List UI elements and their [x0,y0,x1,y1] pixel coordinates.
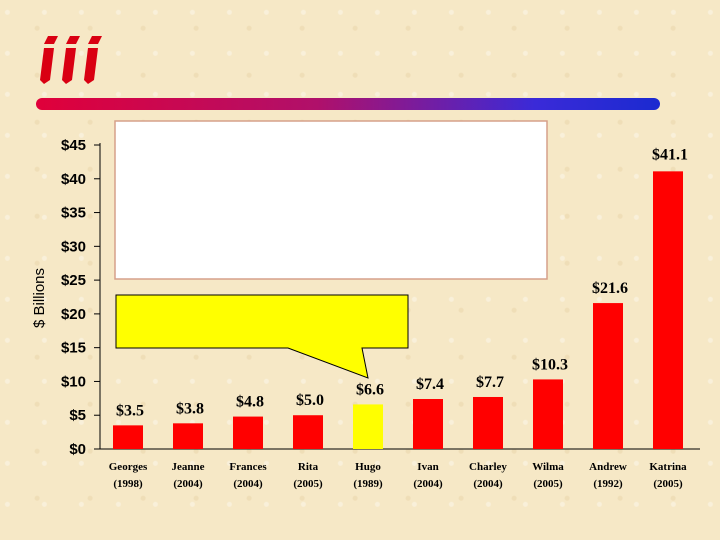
category-label: Charley [469,461,507,473]
y-tick-label: $40 [61,171,86,188]
category-year-label: (1998) [113,478,143,490]
category-label: Rita [298,461,319,473]
bars-group [113,171,683,449]
category-label: Georges [109,461,148,473]
bar [533,379,563,449]
category-year-label: (2005) [653,478,683,490]
category-year-label: (2005) [293,478,323,490]
data-label: $21.6 [592,280,628,297]
data-label: $4.8 [236,394,264,411]
category-year-label: (2004) [413,478,443,490]
bar [293,415,323,449]
y-tick-label: $25 [61,272,86,289]
y-axis-ticks: $0 $5 $10 $15 $20 $25 $30 $35 $40 $45 [61,137,100,458]
data-label: $7.7 [476,374,504,391]
category-label: Jeanne [172,461,205,473]
title-divider-bar [36,98,660,110]
data-label: $7.4 [416,376,444,393]
data-label: $5.0 [296,392,324,409]
data-label: $41.1 [652,146,688,163]
callout-box [115,294,409,379]
y-tick-label: $45 [61,137,86,154]
category-year-label: (2005) [533,478,563,490]
category-label: Ivan [417,461,438,473]
data-label: $3.8 [176,400,204,417]
category-label: Hugo [355,461,381,473]
x-axis-labels: Georges (1998) Jeanne (2004) Frances (2004) Ri… [109,461,687,490]
category-label: Katrina [649,461,687,473]
category-year-label: (2004) [173,478,203,490]
y-tick-label: $10 [61,373,86,390]
y-axis-title: $ Billions [31,268,48,328]
data-labels-group: $3.5 $3.8 $4.8 $5.0 $6.6 $7.4 $7.7 $10.3 $21.6 $4… [116,146,688,419]
data-label: $10.3 [532,356,568,373]
bar [593,303,623,449]
category-label: Frances [229,461,267,473]
y-tick-label: $20 [61,306,86,323]
bar [113,425,143,449]
category-year-label: (1992) [593,478,623,490]
annotation-textbox [114,120,548,280]
data-label: $3.5 [116,402,144,419]
bar [653,171,683,449]
category-year-label: (2004) [233,478,263,490]
category-label: Andrew [589,461,627,473]
bar [173,423,203,449]
logo-glyph [40,36,102,84]
data-label: $6.6 [356,381,384,398]
category-year-label: (2004) [473,478,503,490]
category-year-label: (1989) [353,478,383,490]
y-tick-label: $35 [61,205,86,222]
category-label: Wilma [532,461,564,473]
bar [473,396,503,449]
y-tick-label: $15 [61,340,86,357]
y-tick-label: $5 [69,407,86,424]
y-tick-label: $30 [61,238,86,255]
bar [233,416,263,449]
iii-logo [40,36,102,84]
y-tick-label: $0 [69,441,86,458]
bar [353,404,383,449]
bar [413,399,443,449]
